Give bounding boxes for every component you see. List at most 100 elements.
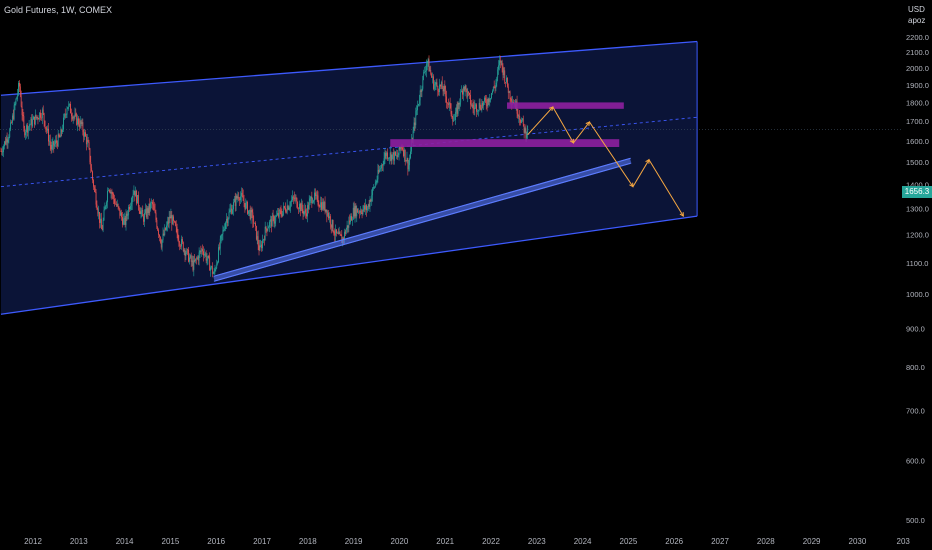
candle-body-113	[100, 218, 101, 223]
time-axis[interactable]: 2012 2013 2014 2015 2016 2017 2018 2019 2020 2021…	[24, 537, 910, 546]
y-tick-label: 1300.0	[906, 205, 929, 214]
candle-body-55	[48, 140, 50, 142]
candle-body-406	[358, 211, 359, 213]
candle-body-276	[243, 200, 245, 203]
candle-body-116	[102, 220, 104, 231]
candle-body-510	[449, 102, 451, 104]
candle-body-410	[361, 212, 363, 214]
candle-body-571	[503, 70, 505, 76]
candle-body-321	[283, 206, 285, 212]
candle-body-489	[431, 73, 433, 78]
candle-body-274	[241, 192, 243, 196]
candle-body-0	[0, 151, 2, 152]
candle-body-528	[465, 85, 467, 90]
symbol-title[interactable]: Gold Futures, 1W, COMEX	[4, 5, 113, 15]
candle-body-23	[20, 95, 22, 107]
candle-body-135	[119, 208, 121, 216]
candle-body-370	[326, 209, 328, 216]
candle-body-153	[135, 190, 137, 197]
candle-body-171	[151, 202, 152, 203]
candle-body-490	[432, 76, 433, 78]
candle-body-416	[366, 208, 368, 211]
candle-body-419	[369, 199, 371, 207]
candle-body-152	[134, 190, 136, 197]
candle-body-592	[521, 118, 523, 121]
candle-body-272	[240, 196, 241, 201]
candle-body-357	[314, 192, 316, 197]
candle-body-245	[216, 263, 218, 269]
candle-body-209	[184, 249, 186, 256]
y-tick-label: 1100.0	[906, 259, 928, 268]
candle-body-511	[450, 103, 452, 114]
candle-body-498	[439, 84, 440, 93]
candle-body-95	[84, 132, 86, 137]
candle-body-231	[203, 253, 205, 256]
candle-body-201	[177, 233, 179, 241]
candle-body-362	[319, 206, 321, 208]
candle-body-43	[38, 119, 40, 120]
candle-body-294	[259, 245, 261, 251]
candle-body-190	[167, 221, 169, 224]
candle-body-403	[355, 205, 357, 217]
candle-body-255	[225, 222, 226, 229]
candle-body-514	[453, 120, 455, 122]
candle-body-254	[224, 228, 226, 230]
candle-body-351	[309, 198, 311, 201]
candle-body-32	[28, 125, 30, 127]
candle-body-101	[89, 148, 91, 163]
candle-body-191	[168, 216, 170, 224]
candle-body-532	[469, 92, 470, 95]
projection-arrowhead-4	[629, 182, 634, 188]
projection-arrowhead-3	[585, 121, 591, 127]
candle-body-31	[27, 126, 29, 133]
candle-body-260	[229, 210, 231, 212]
candle-body-522	[460, 91, 462, 103]
candle-body-179	[158, 230, 159, 235]
candle-body-363	[320, 202, 322, 208]
candle-body-509	[448, 102, 450, 105]
candle-body-478	[421, 88, 423, 92]
candle-body-149	[131, 197, 133, 204]
candle-body-564	[497, 69, 499, 78]
candle-body-112	[99, 211, 100, 223]
candles	[0, 55, 529, 278]
candle-body-59	[52, 141, 54, 145]
candle-body-482	[425, 70, 426, 72]
candle-body-451	[397, 155, 399, 158]
candle-body-433	[381, 164, 383, 166]
candle-body-553	[487, 98, 489, 106]
candle-body-393	[346, 225, 348, 230]
candle-body-54	[48, 128, 49, 142]
candle-body-67	[59, 136, 61, 138]
candle-body-69	[61, 129, 63, 132]
candle-body-217	[191, 260, 193, 262]
candle-body-35	[31, 118, 33, 127]
y-tick-label: 1500.0	[906, 158, 929, 167]
candle-body-228	[201, 249, 203, 252]
candle-body-384	[338, 232, 340, 234]
candle-body-174	[153, 205, 155, 211]
candle-body-271	[239, 198, 241, 201]
candle-body-542	[477, 109, 479, 112]
candle-body-257	[226, 218, 228, 223]
candle-body-501	[441, 82, 443, 89]
candle-body-534	[470, 104, 472, 106]
candle-body-181	[159, 236, 161, 243]
price-axis[interactable]: 500.0 600.0 700.0 800.0 900.0 1000.0 1100.0 120…	[906, 33, 929, 525]
x-tick-label: 2013	[70, 537, 88, 546]
candle-body-557	[491, 93, 492, 99]
candle-body-570	[502, 66, 504, 76]
candle-body-537	[473, 107, 475, 110]
candle-body-477	[420, 90, 422, 92]
x-tick-label: 2012	[24, 537, 42, 546]
candle-body-259	[228, 211, 230, 219]
candle-body-397	[350, 216, 352, 223]
candle-body-110	[97, 209, 99, 214]
currency-label: apoz	[908, 16, 926, 25]
candle-body-265	[233, 198, 235, 203]
candle-body-261	[230, 208, 232, 211]
candle-body-495	[436, 82, 438, 87]
candle-body-195	[172, 216, 174, 225]
candle-body-401	[353, 207, 355, 217]
